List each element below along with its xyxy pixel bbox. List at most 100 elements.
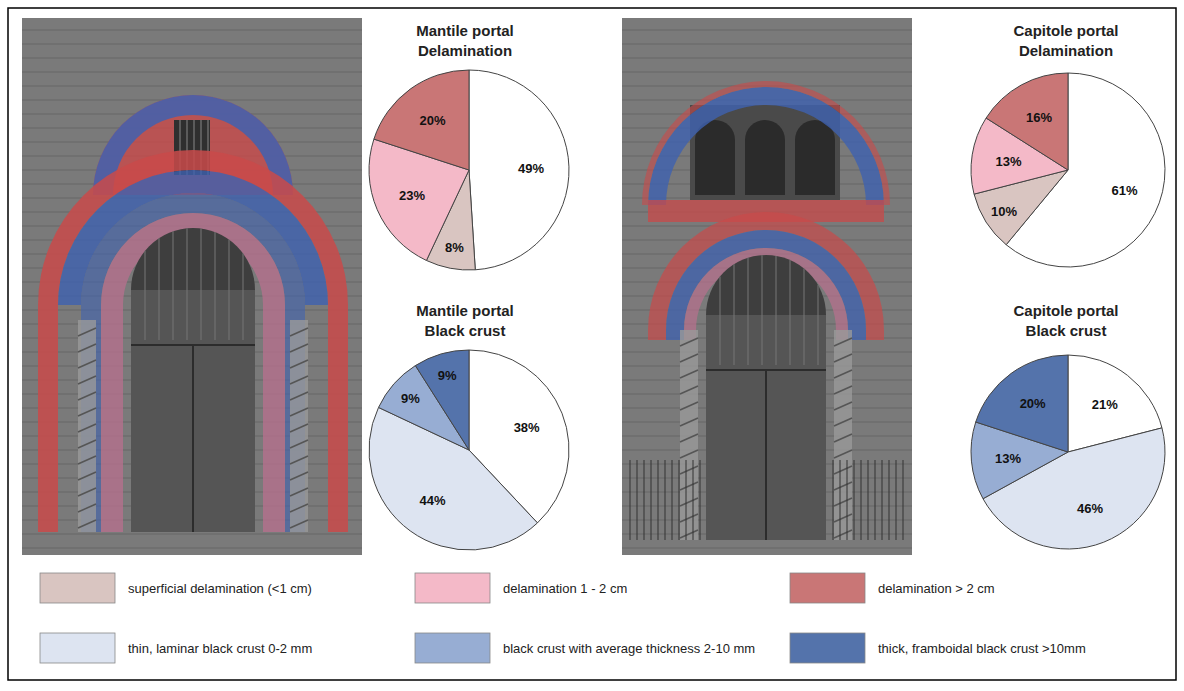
data-label: 8% bbox=[445, 240, 464, 255]
column-twist bbox=[78, 488, 96, 496]
overlay-delamination bbox=[263, 305, 285, 532]
frame bbox=[8, 8, 1176, 680]
pie-slice bbox=[976, 355, 1068, 452]
column-twist bbox=[834, 338, 852, 346]
column-twist bbox=[78, 456, 96, 464]
door-rail bbox=[706, 369, 826, 371]
fence bbox=[651, 460, 652, 540]
column-twist bbox=[834, 482, 852, 490]
legend: superficial delamination (<1 cm) delamina… bbox=[40, 573, 1086, 663]
overlay-delamination bbox=[38, 305, 58, 532]
data-label: 44% bbox=[420, 493, 446, 508]
data-label: 61% bbox=[1112, 183, 1138, 198]
legend-label: thin, laminar black crust 0-2 mm bbox=[128, 641, 312, 656]
data-label: 10% bbox=[991, 204, 1017, 219]
legend-swatch bbox=[40, 633, 115, 663]
legend-label: delamination > 2 cm bbox=[878, 581, 995, 596]
door-grid bbox=[762, 255, 763, 365]
overlay-delamination bbox=[866, 330, 884, 340]
column-twist bbox=[680, 402, 698, 410]
door-grid bbox=[159, 238, 160, 340]
legend-swatch bbox=[790, 573, 865, 603]
column-twist bbox=[78, 408, 96, 416]
door-grid bbox=[748, 258, 749, 365]
pie-slice bbox=[415, 350, 469, 450]
fence bbox=[854, 460, 855, 540]
column-twist bbox=[834, 354, 852, 362]
masonry-line bbox=[22, 548, 362, 549]
arcade-opening bbox=[715, 140, 735, 195]
column-twist bbox=[78, 344, 96, 352]
column bbox=[680, 330, 698, 540]
door-grid bbox=[790, 260, 791, 365]
fence bbox=[637, 460, 638, 540]
column-twist bbox=[290, 392, 308, 400]
pie-slice bbox=[374, 70, 469, 170]
column-twist bbox=[834, 402, 852, 410]
column-twist bbox=[680, 514, 698, 522]
door-grid bbox=[243, 253, 244, 340]
door-grid bbox=[720, 276, 721, 365]
column-twist bbox=[834, 530, 852, 538]
column-twist bbox=[290, 360, 308, 368]
door-grid bbox=[229, 240, 230, 340]
column-twist bbox=[290, 488, 308, 496]
legend-swatch bbox=[40, 573, 115, 603]
data-label: 9% bbox=[438, 368, 457, 383]
masonry-line bbox=[622, 548, 912, 549]
fence bbox=[882, 460, 883, 540]
masonry-line bbox=[22, 30, 362, 31]
overlay-delamination bbox=[642, 205, 648, 206]
column-twist bbox=[290, 440, 308, 448]
data-label: 21% bbox=[1092, 397, 1118, 412]
door bbox=[131, 290, 255, 532]
column-twist bbox=[78, 328, 96, 336]
data-label: 13% bbox=[996, 154, 1022, 169]
legend-label: black crust with average thickness 2-10 … bbox=[503, 641, 755, 656]
door-rail bbox=[131, 344, 255, 346]
door-grid bbox=[145, 251, 146, 340]
overlay-delamination bbox=[642, 81, 890, 205]
pie-subtitle: Delamination bbox=[418, 42, 512, 59]
column-twist bbox=[680, 338, 698, 346]
masonry-line bbox=[622, 72, 912, 73]
door-grid bbox=[187, 228, 188, 340]
figure: Mantile portalDelamination49%8%23%20%Man… bbox=[0, 0, 1184, 691]
door-arch bbox=[131, 228, 255, 290]
pie-chart: Capitole portalBlack crust21%46%13%20% bbox=[971, 302, 1165, 549]
door-grid bbox=[734, 264, 735, 365]
fence bbox=[665, 460, 666, 540]
overlay-crust bbox=[648, 87, 884, 205]
data-label: 23% bbox=[399, 188, 425, 203]
photo-wall bbox=[622, 18, 912, 555]
masonry-line bbox=[622, 44, 912, 45]
fence bbox=[679, 460, 680, 540]
pie-title: Capitole portal bbox=[1013, 22, 1118, 39]
masonry-line bbox=[622, 58, 912, 59]
column-twist bbox=[680, 434, 698, 442]
overlay-crust bbox=[305, 305, 328, 306]
column-twist bbox=[680, 354, 698, 362]
fence bbox=[658, 460, 659, 540]
data-label: 49% bbox=[518, 161, 544, 176]
overlay-crust bbox=[58, 305, 81, 306]
door-grid bbox=[804, 269, 805, 365]
column-twist bbox=[834, 466, 852, 474]
arcade-opening bbox=[745, 120, 785, 140]
column-twist bbox=[290, 328, 308, 336]
pie-subtitle: Black crust bbox=[425, 322, 506, 339]
column-twist bbox=[78, 360, 96, 368]
door bbox=[706, 315, 826, 540]
column-twist bbox=[834, 434, 852, 442]
legend-swatch bbox=[790, 633, 865, 663]
arcade-opening bbox=[745, 140, 765, 195]
pie-subtitle: Delamination bbox=[1019, 42, 1113, 59]
capitole-photo bbox=[622, 18, 912, 555]
column-twist bbox=[834, 370, 852, 378]
arcade-opening bbox=[695, 140, 715, 195]
data-label: 20% bbox=[420, 113, 446, 128]
legend-label: superficial delamination (<1 cm) bbox=[128, 581, 312, 596]
pie-chart: Mantile portalDelamination49%8%23%20% bbox=[369, 22, 569, 270]
fence bbox=[672, 460, 673, 540]
column-twist bbox=[680, 482, 698, 490]
